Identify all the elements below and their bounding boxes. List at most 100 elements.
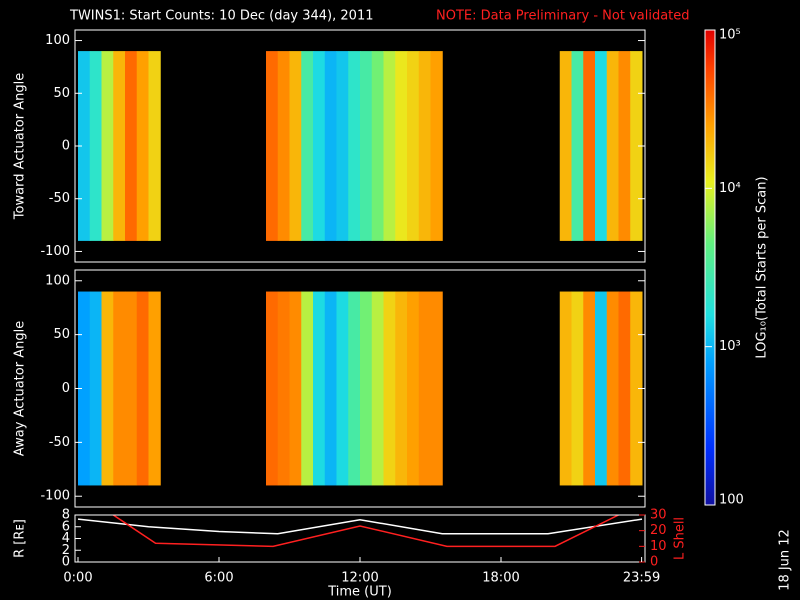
colorbar-tick-label: 10⁴ bbox=[719, 181, 741, 196]
heatmap-cell bbox=[606, 291, 619, 486]
series-line bbox=[77, 518, 643, 535]
x-tick-label: 12:00 bbox=[341, 571, 378, 586]
y-tick-label: 100 bbox=[45, 33, 70, 48]
heatmap-cell bbox=[336, 291, 349, 486]
heatmap-cell bbox=[407, 291, 420, 486]
y-tick-label: 8 bbox=[62, 508, 70, 523]
heatmap-cell bbox=[360, 291, 373, 486]
colorbar-tick-label: 10³ bbox=[719, 339, 741, 354]
heatmap-cell bbox=[277, 291, 290, 486]
heatmap-cell bbox=[78, 291, 91, 486]
date-stamp: 18 Jun 12 bbox=[778, 529, 793, 591]
heatmap-cell bbox=[571, 291, 584, 486]
heatmap-cell bbox=[277, 51, 290, 241]
y2-tick-label: 30 bbox=[650, 508, 667, 523]
y-axis-label: Away Actuator Angle bbox=[13, 321, 28, 456]
heatmap-cell bbox=[418, 291, 431, 486]
heatmap-cell bbox=[630, 291, 643, 486]
y-tick-label: 0 bbox=[62, 139, 70, 154]
y-tick-label: -50 bbox=[49, 435, 70, 450]
colorbar bbox=[704, 29, 716, 506]
heatmap-cell bbox=[113, 51, 126, 241]
heatmap-cell bbox=[630, 51, 643, 241]
heatmap-cell bbox=[606, 51, 619, 241]
colorbar-tick-label: 10⁵ bbox=[719, 28, 741, 43]
heatmap-cell bbox=[324, 51, 337, 241]
heatmap-cell bbox=[313, 291, 326, 486]
heatmap-cell bbox=[407, 51, 420, 241]
colorbar-tick-label: 100 bbox=[719, 493, 744, 508]
heatmap-cell bbox=[559, 51, 572, 241]
heatmap-cell bbox=[324, 291, 337, 486]
y-tick-label: -100 bbox=[40, 489, 70, 504]
heatmap-cell bbox=[571, 51, 584, 241]
heatmap-cell bbox=[430, 291, 443, 486]
heatmap-cell bbox=[125, 51, 138, 241]
heatmap-cell bbox=[595, 291, 608, 486]
y-tick-label: 4 bbox=[62, 531, 70, 546]
heatmap-cell bbox=[383, 291, 396, 486]
heatmap-cell bbox=[101, 291, 114, 486]
heatmap-cell bbox=[266, 51, 279, 241]
heatmap-cell bbox=[148, 291, 161, 486]
heatmap-cell bbox=[101, 51, 114, 241]
heatmap-cell bbox=[348, 51, 361, 241]
heatmap-cell bbox=[266, 291, 279, 486]
y-tick-label: 0 bbox=[62, 381, 70, 396]
heatmap-cell bbox=[301, 291, 314, 486]
heatmap-cell bbox=[125, 291, 138, 486]
heatmap-cell bbox=[289, 51, 302, 241]
y2-tick-label: 10 bbox=[650, 539, 667, 554]
heatmap-cell bbox=[618, 291, 631, 486]
heatmap-cell bbox=[559, 291, 572, 486]
heatmap-cell bbox=[395, 291, 408, 486]
y-tick-label: 0 bbox=[62, 555, 70, 570]
heatmap-cell bbox=[371, 51, 384, 241]
heatmap-cell bbox=[336, 51, 349, 241]
heatmap-cell bbox=[89, 51, 102, 241]
heatmap-cell bbox=[395, 51, 408, 241]
y-tick-label: -100 bbox=[40, 244, 70, 259]
heatmap-cell bbox=[136, 291, 149, 486]
heatmap-cell bbox=[313, 51, 326, 241]
heatmap-cell bbox=[418, 51, 431, 241]
x-tick-label: 6:00 bbox=[204, 571, 233, 586]
x-tick-label: 0:00 bbox=[63, 571, 92, 586]
heatmap-cell bbox=[360, 51, 373, 241]
y-tick-label: 50 bbox=[53, 327, 70, 342]
y-tick-label: 2 bbox=[62, 543, 70, 558]
x-axis-label: Time (UT) bbox=[327, 585, 392, 600]
heatmap-cell bbox=[113, 291, 126, 486]
heatmap-cell bbox=[78, 51, 91, 241]
heatmap-cell bbox=[583, 51, 596, 241]
y-tick-label: 6 bbox=[62, 519, 70, 534]
y-axis-label: Toward Actuator Angle bbox=[13, 73, 28, 220]
heatmap-cell bbox=[289, 291, 302, 486]
x-tick-label: 23:59 bbox=[623, 571, 660, 586]
title: TWINS1: Start Counts: 10 Dec (day 344), … bbox=[69, 9, 373, 24]
heatmap-cell bbox=[371, 291, 384, 486]
y-tick-label: -50 bbox=[49, 191, 70, 206]
y2-tick-label: 0 bbox=[650, 555, 658, 570]
heatmap-cell bbox=[583, 291, 596, 486]
panel-frame bbox=[74, 514, 646, 563]
heatmap-cell bbox=[618, 51, 631, 241]
x-tick-label: 18:00 bbox=[482, 571, 519, 586]
y2-axis-label: L Shell bbox=[673, 517, 688, 560]
y-tick-label: 100 bbox=[45, 273, 70, 288]
heatmap-cell bbox=[148, 51, 161, 241]
heatmap-cell bbox=[430, 51, 443, 241]
y2-tick-label: 20 bbox=[650, 523, 667, 538]
series-line bbox=[112, 515, 619, 548]
heatmap-cell bbox=[348, 291, 361, 486]
heatmap-cell bbox=[89, 291, 102, 486]
heatmap-cell bbox=[595, 51, 608, 241]
colorbar-label: LOG₁₀(Total Starts per Scan) bbox=[755, 176, 770, 358]
y-axis-label: R [Rᴇ] bbox=[13, 519, 28, 558]
heatmap-cell bbox=[383, 51, 396, 241]
y-tick-label: 50 bbox=[53, 86, 70, 101]
note: NOTE: Data Preliminary - Not validated bbox=[436, 9, 690, 24]
heatmap-cell bbox=[301, 51, 314, 241]
